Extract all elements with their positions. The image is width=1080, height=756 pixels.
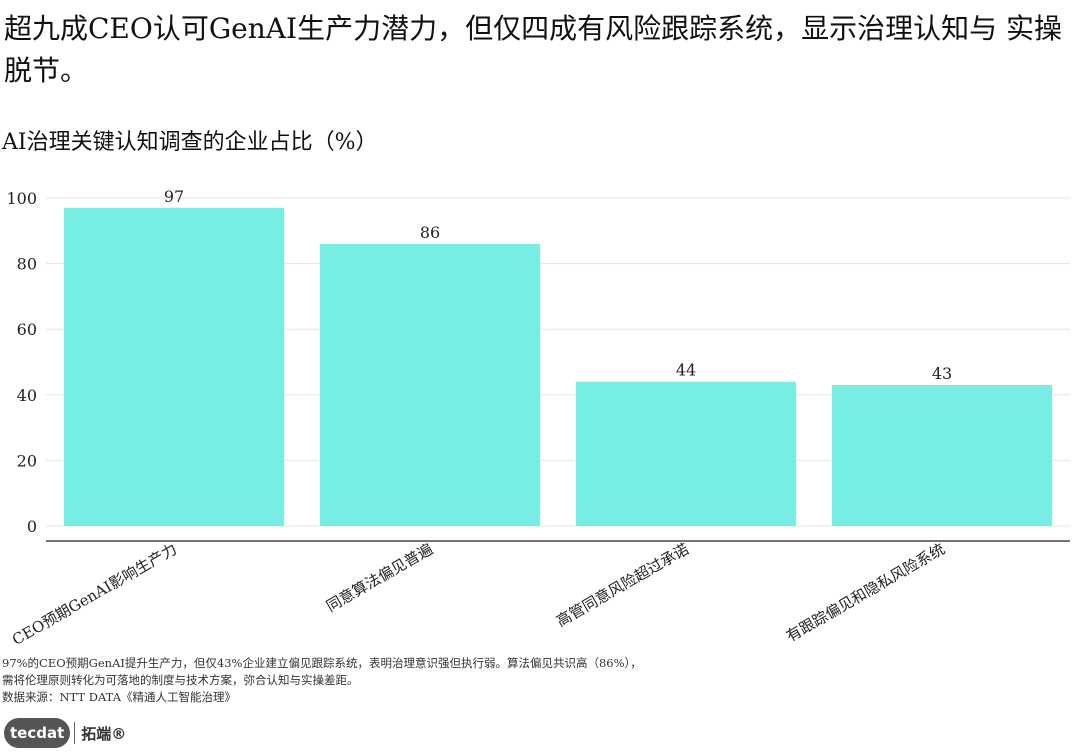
footnotes: 97%的CEO预期GenAI提升生产力，但仅43%企业建立偏见跟踪系统，表明治理… — [2, 655, 762, 706]
logo-divider — [74, 722, 76, 744]
bar-0 — [64, 207, 284, 526]
data-source: 数据来源：NTT DATA《精通人工智能治理》 — [2, 690, 237, 704]
y-tick-label-4: 80 — [17, 255, 37, 274]
footnote-line-2: 需将伦理原则转化为可落地的制度与技术方案，弥合认知与实操差距。 — [2, 673, 359, 687]
y-tick-label-2: 40 — [17, 386, 37, 405]
footnote-line-1: 97%的CEO预期GenAI提升生产力，但仅43%企业建立偏见跟踪系统，表明治理… — [2, 656, 642, 670]
x-tick-label-3: 有跟踪偏见和隐私风险系统 — [783, 540, 948, 646]
logo-text: 拓端® — [81, 724, 127, 743]
bar-2 — [576, 381, 796, 526]
y-tick-label-0: 0 — [27, 517, 37, 536]
data-label-2: 44 — [676, 361, 696, 380]
bar-3 — [832, 384, 1052, 526]
data-label-1: 86 — [420, 223, 440, 242]
brand-logo: tecdat 拓端® — [4, 716, 126, 750]
y-tick-label-5: 100 — [6, 189, 37, 208]
tecdat-logo-icon: tecdat — [4, 718, 71, 748]
data-label-3: 43 — [932, 364, 952, 383]
data-label-0: 97 — [164, 187, 184, 206]
bar-1 — [320, 243, 540, 527]
chart-subtitle: AI治理关键认知调查的企业占比（%） — [2, 130, 378, 155]
x-tick-label-2: 高管同意风险超过承诺 — [553, 540, 692, 631]
chart-title: 超九成CEO认可GenAI生产力潜力，但仅四成有风险跟踪系统，显示治理认知与 实… — [4, 12, 1062, 87]
y-tick-label-1: 20 — [17, 451, 37, 470]
bar-chart: 0 20 40 60 80 100 97 CEO预期GenAI影响生产力 86 同意算法偏见普遍 4… — [6, 187, 1070, 649]
x-tick-label-0: CEO预期GenAI影响生产力 — [9, 540, 180, 649]
y-tick-label-3: 60 — [17, 320, 37, 339]
x-tick-label-1: 同意算法偏见普遍 — [323, 540, 436, 616]
